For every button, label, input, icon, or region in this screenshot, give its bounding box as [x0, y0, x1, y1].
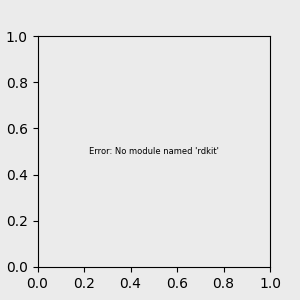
- Text: Error: No module named 'rdkit': Error: No module named 'rdkit': [89, 147, 219, 156]
